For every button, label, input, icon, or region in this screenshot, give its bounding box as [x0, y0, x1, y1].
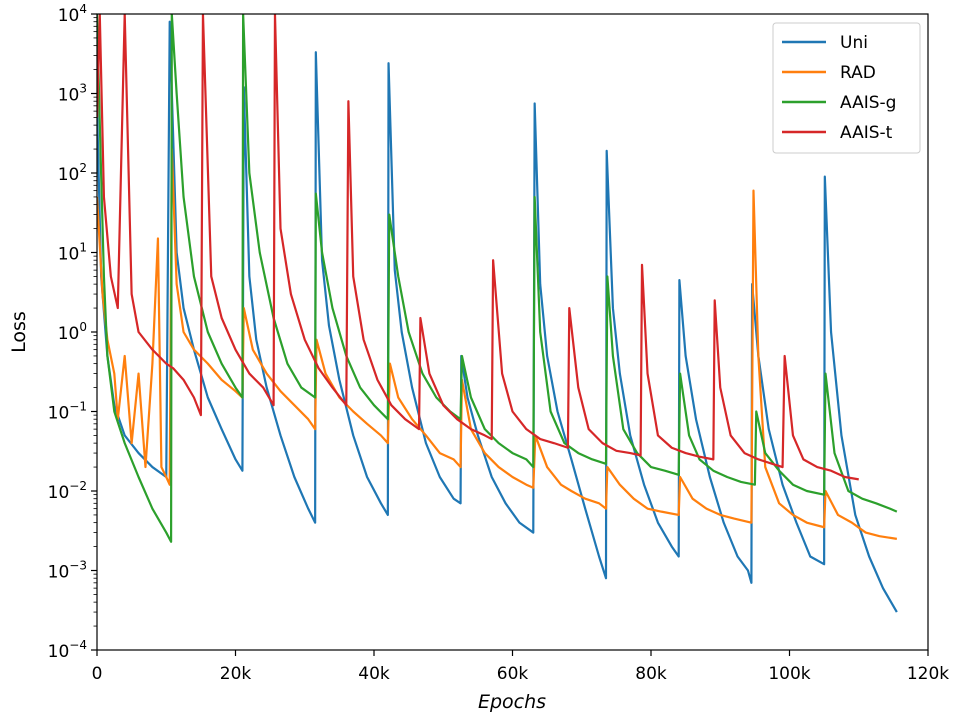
series-line-uni	[97, 20, 898, 613]
y-tick-label: 10−4	[48, 638, 87, 662]
series-line-aais-t	[97, 14, 859, 481]
y-tick-label: 102	[58, 161, 87, 185]
y-tick-label: 100	[58, 320, 87, 344]
y-tick-label: 104	[58, 2, 87, 26]
legend-label-uni: Uni	[840, 33, 868, 53]
y-tick-label: 101	[58, 241, 87, 265]
y-tick-label: 10−2	[48, 479, 87, 503]
x-tick-label: 60k	[497, 664, 529, 684]
legend: Uni RAD AAIS-g AAIS-t	[772, 22, 921, 154]
legend-label-aais-t: AAIS-t	[840, 123, 893, 143]
x-axis: 0 20k 40k 60k 80k 100k 120k	[92, 650, 949, 684]
y-tick-label: 103	[58, 82, 87, 106]
x-tick-label: 80k	[635, 664, 667, 684]
legend-box	[772, 22, 921, 154]
x-tick-label: 100k	[768, 664, 810, 684]
legend-label-rad: RAD	[840, 63, 876, 83]
series-line-aais-g	[97, 14, 898, 543]
x-tick-label: 20k	[220, 664, 252, 684]
x-tick-label: 40k	[358, 664, 390, 684]
y-tick-label: 10−1	[48, 400, 87, 424]
x-tick-label: 0	[92, 664, 103, 684]
x-axis-title: Epochs	[478, 691, 546, 713]
x-tick-label: 120k	[907, 664, 949, 684]
y-axis-title: Loss	[8, 311, 30, 353]
series-layer	[97, 14, 898, 613]
legend-label-aais-g: AAIS-g	[840, 93, 896, 113]
y-axis: 10−4 10−3 10−2 10−1 100 101 102 103 104	[48, 2, 97, 662]
y-tick-label: 10−3	[48, 559, 87, 583]
